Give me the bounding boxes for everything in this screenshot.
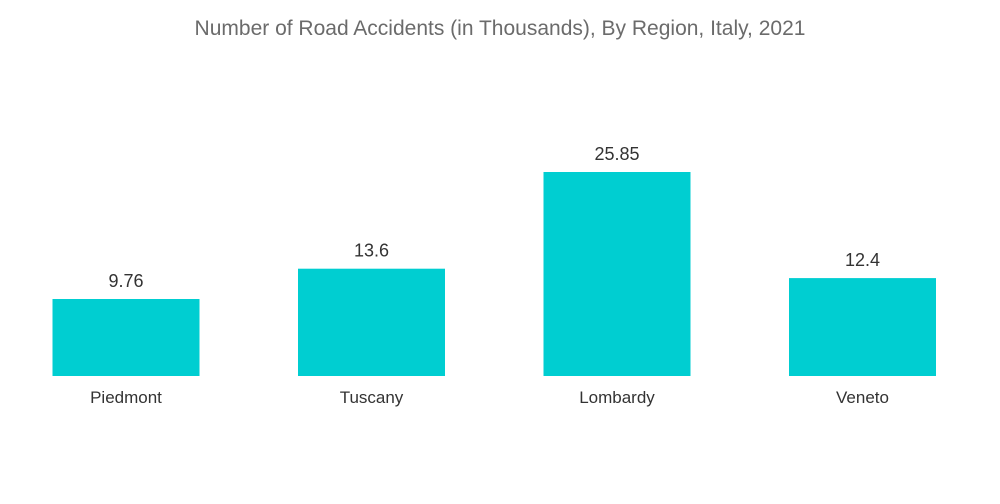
x-tick-label-piedmont: Piedmont: [90, 388, 162, 407]
data-label-tuscany: 13.6: [354, 241, 389, 261]
data-label-piedmont: 9.76: [108, 271, 143, 291]
x-tick-label-veneto: Veneto: [836, 388, 889, 407]
bar-piedmont: [52, 299, 200, 376]
x-tick-label-lombardy: Lombardy: [579, 388, 655, 407]
bar-veneto: [789, 278, 936, 376]
data-label-veneto: 12.4: [845, 250, 880, 270]
bar-lombardy: [543, 172, 691, 376]
data-label-lombardy: 25.85: [594, 144, 639, 164]
bar-tuscany: [298, 268, 445, 376]
chart-title: Number of Road Accidents (in Thousands),…: [194, 17, 806, 40]
x-tick-label-tuscany: Tuscany: [340, 388, 404, 407]
